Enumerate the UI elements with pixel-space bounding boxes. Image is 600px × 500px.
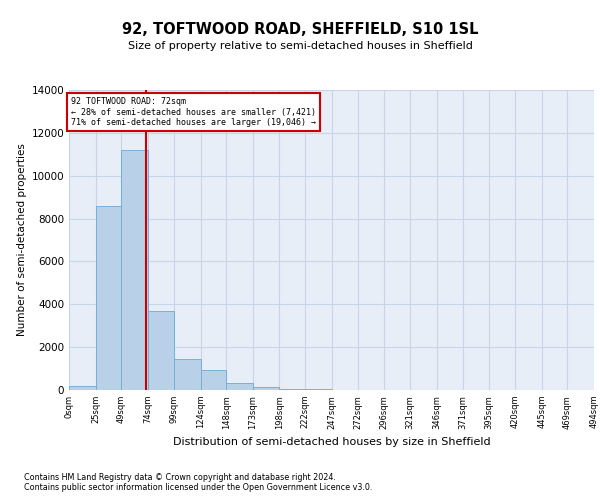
Text: Contains HM Land Registry data © Crown copyright and database right 2024.: Contains HM Land Registry data © Crown c… — [24, 472, 336, 482]
Text: Size of property relative to semi-detached houses in Sheffield: Size of property relative to semi-detach… — [128, 41, 472, 51]
X-axis label: Distribution of semi-detached houses by size in Sheffield: Distribution of semi-detached houses by … — [173, 437, 490, 447]
Bar — [174, 359, 201, 390]
Text: Contains public sector information licensed under the Open Government Licence v3: Contains public sector information licen… — [24, 482, 373, 492]
Bar — [148, 310, 174, 390]
Y-axis label: Number of semi-detached properties: Number of semi-detached properties — [17, 144, 27, 336]
Bar — [253, 387, 280, 390]
Bar — [95, 206, 121, 390]
Text: 92, TOFTWOOD ROAD, SHEFFIELD, S10 1SL: 92, TOFTWOOD ROAD, SHEFFIELD, S10 1SL — [122, 22, 478, 38]
Text: 92 TOFTWOOD ROAD: 72sqm
← 28% of semi-detached houses are smaller (7,421)
71% of: 92 TOFTWOOD ROAD: 72sqm ← 28% of semi-de… — [71, 98, 316, 128]
Bar — [69, 386, 95, 390]
Bar — [226, 382, 253, 390]
Bar — [201, 370, 226, 390]
Bar — [280, 388, 305, 390]
Bar — [121, 150, 148, 390]
